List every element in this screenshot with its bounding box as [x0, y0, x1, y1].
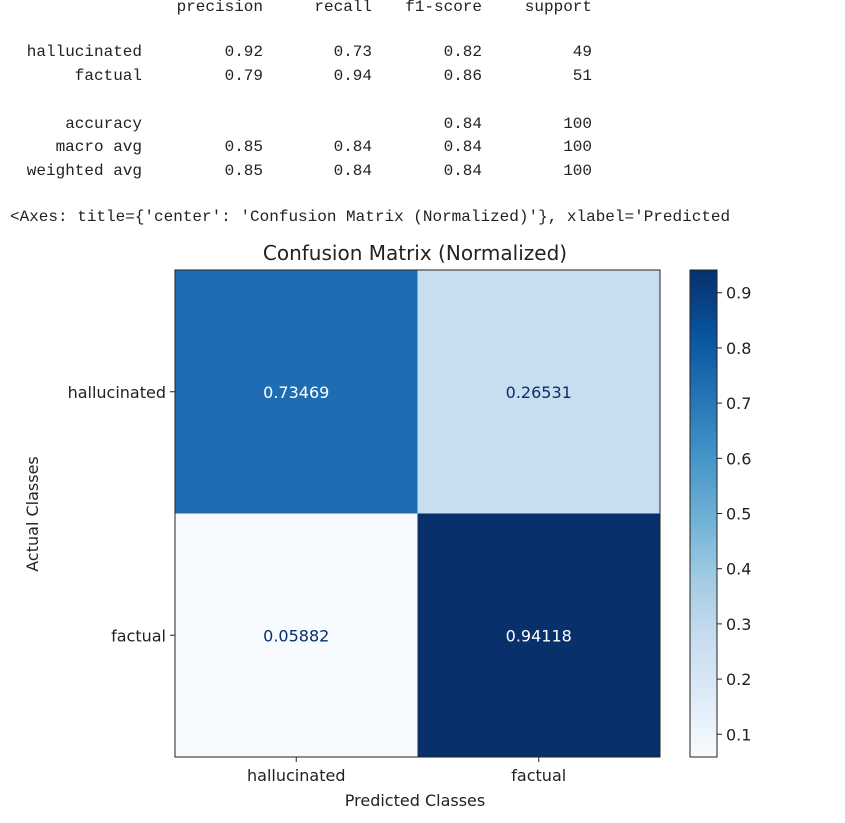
- cell-value-label: 0.73469: [263, 383, 329, 402]
- report-header: precision: [176, 0, 263, 16]
- report-cell: 51: [572, 67, 592, 85]
- report-cell: 0.85: [224, 138, 263, 156]
- axes-repr-text: <Axes: title={'center': 'Confusion Matri…: [10, 208, 731, 226]
- heatmap-cell: [417, 513, 660, 757]
- report-row-label: macro avg: [55, 138, 142, 156]
- report-cell: 0.84: [333, 138, 372, 156]
- heatmap-cell: [175, 513, 418, 757]
- report-row-label: accuracy: [65, 115, 142, 133]
- colorbar-tick-label: 0.4: [726, 560, 751, 579]
- chart-title: Confusion Matrix (Normalized): [263, 241, 567, 265]
- report-cell: 100: [563, 115, 592, 133]
- colorbar-tick-label: 0.9: [726, 284, 751, 303]
- report-cell: 0.86: [443, 67, 482, 85]
- colorbar: [689, 269, 718, 758]
- report-cell: 49: [572, 43, 592, 61]
- report-cell: 100: [563, 162, 592, 180]
- report-cell: 0.73: [333, 43, 372, 61]
- colorbar-tick-label: 0.3: [726, 615, 751, 634]
- report-cell: 0.84: [443, 115, 482, 133]
- report-cell: 0.84: [443, 162, 482, 180]
- report-cell: 0.82: [443, 43, 482, 61]
- report-row-label: hallucinated: [26, 43, 142, 61]
- report-cell: 0.85: [224, 162, 263, 180]
- report-cell: 0.84: [443, 138, 482, 156]
- report-row-label: weighted avg: [26, 162, 142, 180]
- x-tick-label: factual: [511, 766, 566, 785]
- colorbar-tick-label: 0.7: [726, 394, 751, 413]
- report-cell: 100: [563, 138, 592, 156]
- cell-value-label: 0.05882: [263, 626, 329, 645]
- report-cell: 0.84: [333, 162, 372, 180]
- x-axis-label: Predicted Classes: [345, 791, 485, 810]
- colorbar-tick-label: 0.1: [726, 725, 751, 744]
- report-header: support: [524, 0, 592, 16]
- colorbar-tick-label: 0.5: [726, 505, 751, 524]
- report-cell: 0.79: [224, 67, 263, 85]
- report-header: f1-score: [405, 0, 482, 16]
- y-tick-label: hallucinated: [68, 383, 166, 402]
- report-cell: 0.92: [224, 43, 263, 61]
- heatmap-cell: [175, 270, 418, 514]
- heatmap-cell: [417, 270, 660, 514]
- colorbar-tick-label: 0.2: [726, 670, 751, 689]
- colorbar-tick-label: 0.8: [726, 339, 751, 358]
- cell-value-label: 0.94118: [506, 626, 572, 645]
- x-tick-label: hallucinated: [247, 766, 345, 785]
- heatmap-frame: [174, 269, 661, 758]
- y-tick-label: factual: [111, 626, 166, 645]
- report-cell: 0.94: [333, 67, 372, 85]
- y-axis-label: Actual Classes: [23, 456, 42, 571]
- report-header: recall: [314, 0, 372, 16]
- cell-value-label: 0.26531: [506, 383, 572, 402]
- colorbar-tick-label: 0.6: [726, 449, 751, 468]
- report-row-label: factual: [74, 67, 142, 85]
